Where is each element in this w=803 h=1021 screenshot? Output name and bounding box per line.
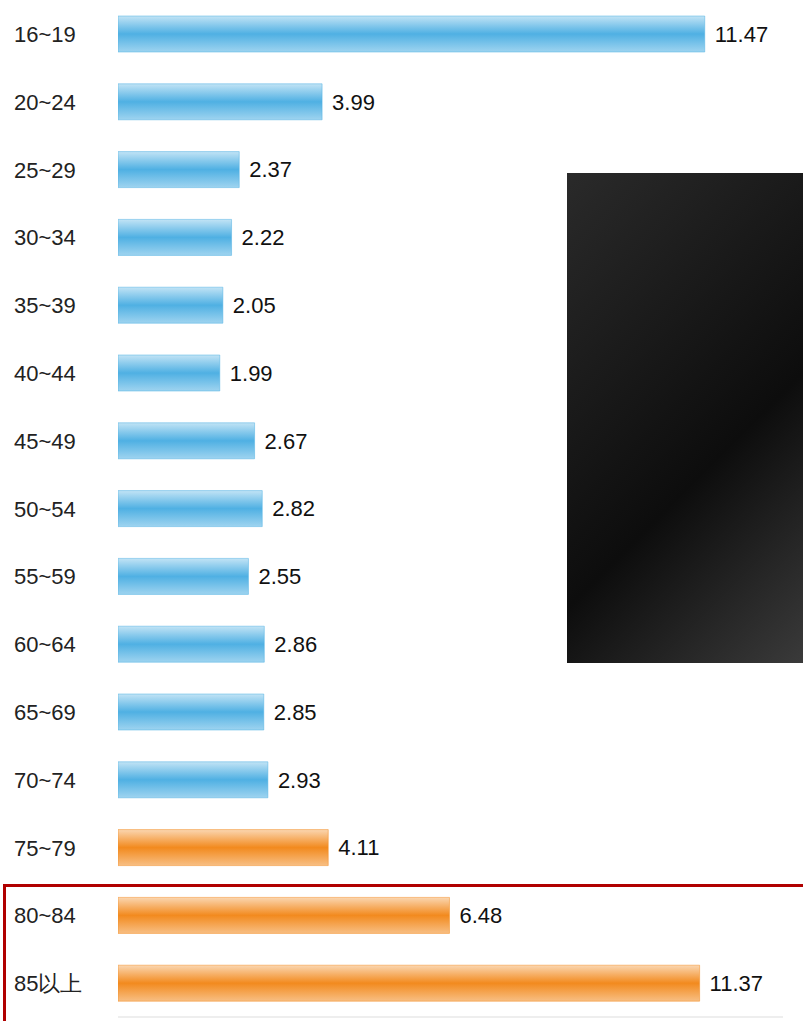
svg-text:45~49: 45~49	[14, 429, 76, 454]
svg-text:25~29: 25~29	[14, 158, 76, 183]
svg-text:60~64: 60~64	[14, 632, 76, 657]
svg-text:50~54: 50~54	[14, 497, 76, 522]
svg-text:55~59: 55~59	[14, 564, 76, 589]
svg-text:30~34: 30~34	[14, 225, 76, 250]
svg-text:80~84: 80~84	[14, 903, 76, 928]
svg-text:75~79: 75~79	[14, 836, 76, 861]
svg-text:2.86: 2.86	[274, 632, 317, 657]
svg-text:20~24: 20~24	[14, 90, 76, 115]
svg-text:2.55: 2.55	[258, 564, 301, 589]
svg-text:1.99: 1.99	[230, 361, 273, 386]
svg-text:2.37: 2.37	[249, 157, 292, 182]
svg-text:2.82: 2.82	[272, 496, 315, 521]
svg-text:85以上: 85以上	[14, 971, 82, 996]
svg-text:11.37: 11.37	[710, 971, 763, 996]
svg-text:16~19: 16~19	[14, 22, 76, 47]
svg-text:40~44: 40~44	[14, 361, 76, 386]
svg-text:2.85: 2.85	[274, 700, 317, 725]
svg-text:11.47: 11.47	[715, 22, 768, 47]
svg-text:70~74: 70~74	[14, 768, 76, 793]
svg-text:4.11: 4.11	[338, 835, 379, 860]
svg-text:65~69: 65~69	[14, 700, 76, 725]
svg-text:35~39: 35~39	[14, 293, 76, 318]
svg-text:2.93: 2.93	[278, 768, 321, 793]
svg-text:6.48: 6.48	[459, 903, 502, 928]
svg-text:3.99: 3.99	[332, 90, 375, 115]
svg-text:2.67: 2.67	[265, 429, 308, 454]
svg-text:2.22: 2.22	[242, 225, 285, 250]
svg-text:2.05: 2.05	[233, 293, 276, 318]
